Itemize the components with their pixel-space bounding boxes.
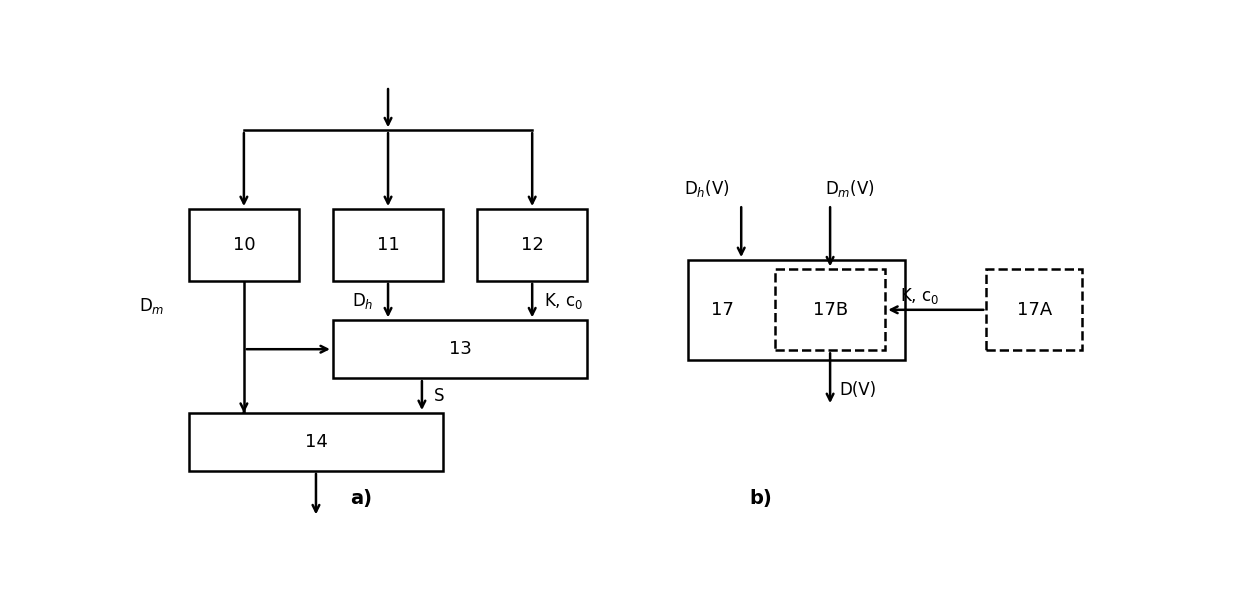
Text: 10: 10 <box>233 236 255 254</box>
Bar <box>986 269 1083 350</box>
Text: b): b) <box>749 489 771 508</box>
Text: 17B: 17B <box>812 301 848 319</box>
Text: 17A: 17A <box>1017 301 1052 319</box>
Text: D$_h$: D$_h$ <box>352 291 373 311</box>
Text: 14: 14 <box>305 433 327 451</box>
Text: 13: 13 <box>449 340 471 358</box>
Text: D(V): D(V) <box>839 380 877 399</box>
Text: D$_m$: D$_m$ <box>139 296 165 315</box>
Text: 17: 17 <box>711 301 733 319</box>
Text: K, c$_0$: K, c$_0$ <box>543 291 583 311</box>
Text: D$_m$(V): D$_m$(V) <box>826 178 875 199</box>
Text: K, c$_0$: K, c$_0$ <box>900 286 939 306</box>
Text: a): a) <box>351 489 372 508</box>
Bar <box>775 269 885 350</box>
Bar <box>188 413 444 471</box>
Bar <box>332 320 588 378</box>
Text: 12: 12 <box>521 236 543 254</box>
Text: 11: 11 <box>377 236 399 254</box>
Bar <box>188 209 299 281</box>
Bar <box>477 209 588 281</box>
Bar <box>688 260 904 359</box>
Text: D$_h$(V): D$_h$(V) <box>683 178 729 199</box>
Bar <box>332 209 444 281</box>
Text: S: S <box>434 386 444 405</box>
